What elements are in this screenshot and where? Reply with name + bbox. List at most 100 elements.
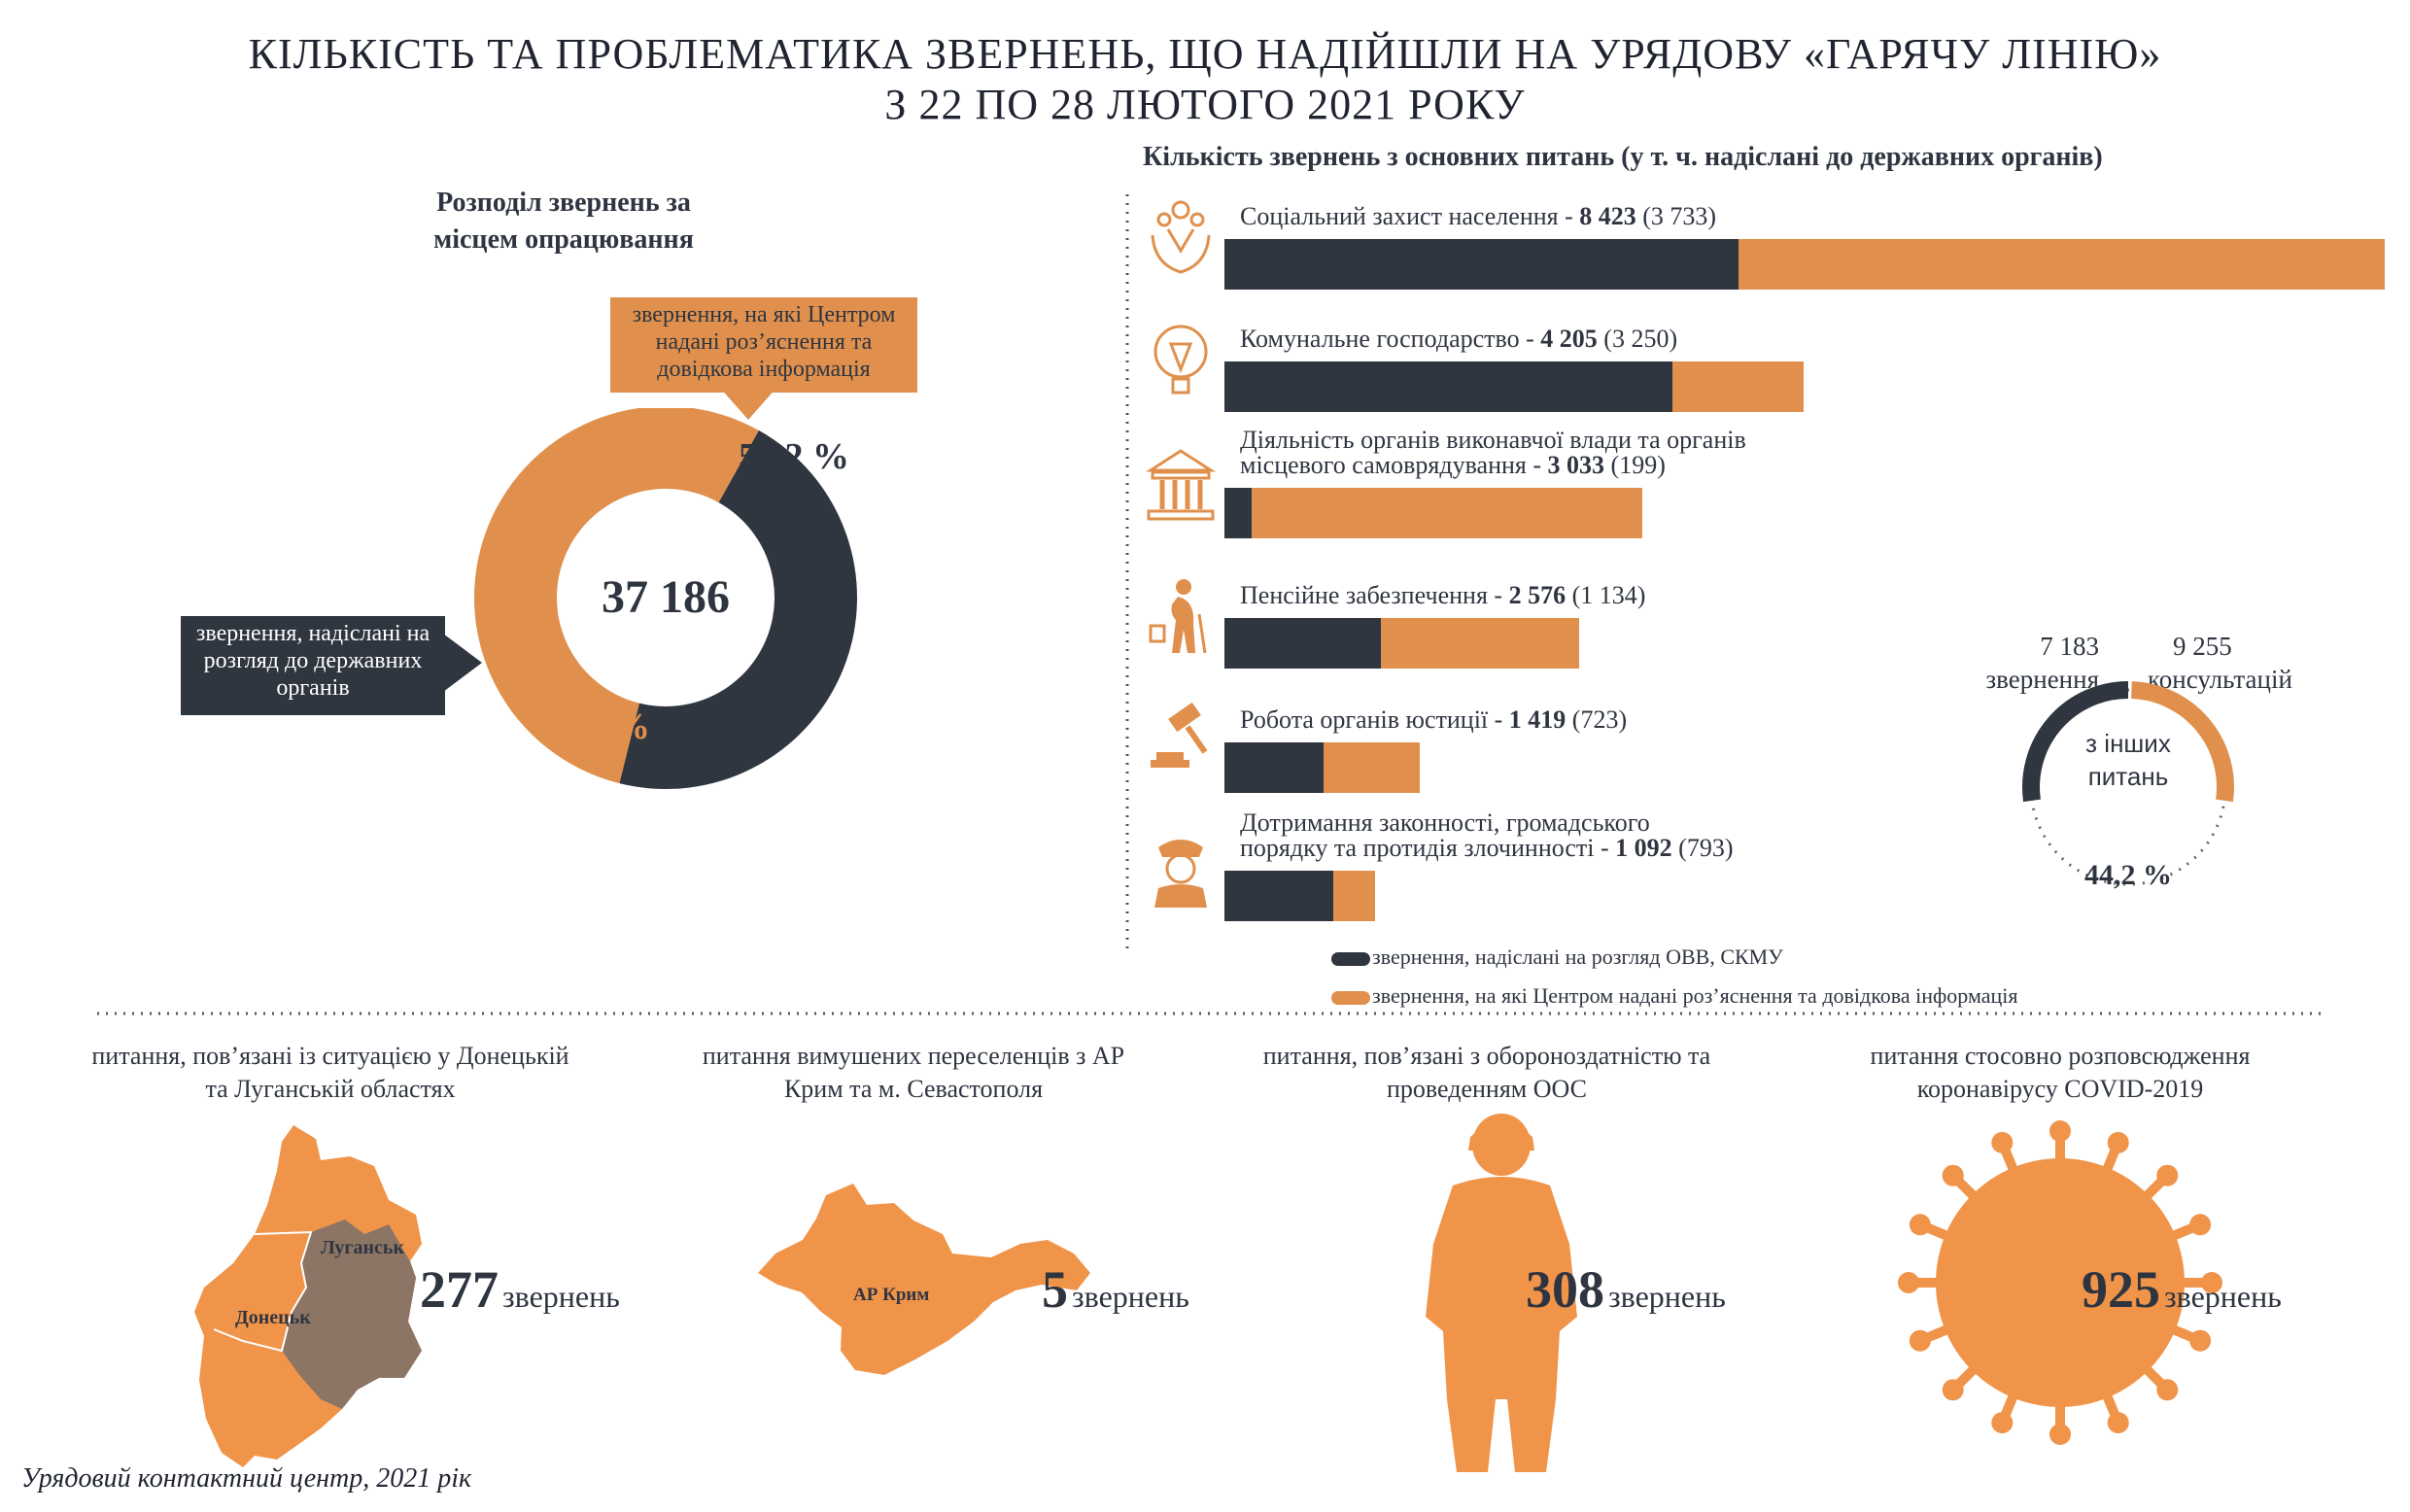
virus-spike-tip-0: [2201, 1272, 2222, 1293]
bar-segment-consult-2: [1252, 488, 1642, 538]
map-label-luhansk: Луганськ: [321, 1237, 404, 1258]
donbas-map-icon: Луганськ Донецьк: [194, 1125, 422, 1467]
bar-label-1: Комунальне господарство - 4 205 (3 250): [1240, 326, 2115, 352]
page-title-line2: З 22 ПО 28 ЛЮТОГО 2021 РОКУ: [884, 81, 1526, 128]
footer-source: Урядовий контактний центр, 2021 рік: [21, 1463, 472, 1494]
lightbulb-icon: [1153, 325, 1208, 395]
virus-spike-5: [1999, 1388, 2020, 1420]
bar-label-category-3: Пенсійне забезпечення -: [1240, 581, 1509, 609]
bar-label-main-3: Пенсійне забезпечення - 2 576 (1 134): [1240, 583, 2115, 608]
donut-chart: 37 186: [474, 408, 857, 789]
legend-label-orange: звернення, на які Центром надані роз’ясн…: [1372, 983, 2018, 1008]
bar-label-5: Дотримання законності, громадського поряд…: [1240, 810, 2115, 861]
map-label-donetsk: Донецьк: [235, 1307, 311, 1328]
other-percent: 44,2 %: [2084, 859, 2172, 891]
bar-label-category-1: Комунальне господарство -: [1240, 325, 1541, 353]
orange-percent: 54,2 %: [739, 436, 849, 477]
crimea-count: 5 звернень: [1042, 1259, 1189, 1320]
crimea-number: 5: [1042, 1260, 1068, 1319]
bar-label-2: Діяльність органів виконавчої влади та о…: [1240, 428, 2115, 478]
bar-segment-sent-0: [1224, 239, 1739, 290]
donut-heading: Розподіл звернень за місцем опрацювання: [321, 185, 807, 258]
legend-label-dark: звернення, надіслані на розгляд ОВВ, СКМ…: [1372, 945, 1783, 969]
bar-chart: Соціальний захист населення - 8 423 (3 7…: [1145, 200, 2385, 921]
donut-segment-dark: [619, 430, 857, 789]
bar-label-main-4: Робота органів юстиції - 1 419 (723): [1240, 707, 2115, 733]
vertical-dotted-divider: [1125, 194, 1129, 952]
bottom-heading-defense: питання, пов’язані з обороноздатністю та…: [1262, 1042, 1711, 1103]
bar-segment-sent-4: [1224, 742, 1325, 793]
bar-label-total-1: 4 205: [1540, 325, 1598, 353]
crimea-word: звернень: [1072, 1279, 1189, 1314]
covid-word: звернень: [2164, 1279, 2282, 1314]
bottom-heading-donbas: питання, пов’язані із ситуацією у Донець…: [91, 1042, 569, 1103]
virus-spike-tip-6: [1942, 1379, 1964, 1401]
virus-spike-tip-11: [1991, 1131, 2014, 1153]
donut-heading-line2: місцем опрацювання: [433, 224, 694, 255]
virus-spike-tip-14: [2156, 1164, 2179, 1186]
other-left-word: звернення: [1985, 665, 2100, 694]
bar-label-main-1: Комунальне господарство - 4 205 (3 250): [1240, 326, 2115, 352]
crimea-map-icon: АР Крим: [758, 1184, 1090, 1375]
bar-segment-consult-5: [1333, 871, 1375, 921]
virus-spike-tip-4: [2049, 1424, 2071, 1445]
bar-segment-consult-1: [1671, 361, 1805, 412]
virus-spike-tip-7: [1909, 1329, 1931, 1352]
donbas-number: 277: [420, 1260, 499, 1319]
bar-segment-consult-3: [1380, 618, 1580, 669]
bar-label-line1-2: Діяльність органів виконавчої влади та о…: [1240, 426, 1746, 454]
donbas-word: звернень: [502, 1279, 620, 1314]
virus-spike-13: [2100, 1146, 2121, 1178]
bar-segment-sent-2: [1224, 488, 1253, 538]
bar-label-4: Робота органів юстиції - 1 419 (723): [1240, 707, 2115, 733]
other-center-label: з інших питань: [2085, 729, 2171, 791]
legend-swatch-dark: [1331, 952, 1370, 966]
horizontal-dotted-divider: [97, 1012, 2323, 1015]
defense-number: 308: [1526, 1260, 1604, 1319]
bar-label-main-0: Соціальний захист населення - 8 423 (3 7…: [1240, 204, 2115, 229]
bar-label-total-5: 1 092: [1615, 834, 1672, 862]
virus-spike-tip-9: [1909, 1214, 1931, 1236]
bar-label-0: Соціальний захист населення - 8 423 (3 7…: [1240, 204, 2115, 229]
virus-spike-tip-15: [2189, 1214, 2212, 1236]
dark-percent: 45,8 %: [539, 706, 650, 747]
bar-label-category-4: Робота органів юстиції -: [1240, 705, 1509, 734]
bar-segment-sent-1: [1224, 361, 1672, 412]
bar-label-sent-3: (1 134): [1566, 581, 1646, 609]
other-right-word: консультацій: [2148, 665, 2292, 694]
virus-spike-tip-5: [1991, 1412, 2014, 1434]
bottom-heading-covid: питання стосовно розповсюдження коронаві…: [1870, 1042, 2251, 1103]
bar-chart-title: Кількість звернень з основних питань (у …: [1143, 142, 2103, 172]
virus-spike-tip-2: [2156, 1379, 2179, 1401]
bar-label-total-0: 8 423: [1579, 202, 1636, 230]
donbas-count: 277 звернень: [420, 1259, 620, 1320]
bar-label-category-2: місцевого самоврядування -: [1240, 451, 1548, 479]
dark-callout-pointer: [443, 634, 482, 692]
dark-callout: звернення, надіслані на розгляд до держа…: [181, 616, 445, 715]
gavel-icon: [1151, 702, 1208, 768]
bar-label-line1-5: Дотримання законності, громадського: [1240, 808, 1650, 837]
virus-spike-3: [2100, 1388, 2121, 1420]
bar-segment-sent-3: [1224, 618, 1381, 669]
other-left-number: 7 183: [2040, 632, 2099, 661]
bar-label-category-5: порядку та протидія злочинності -: [1240, 834, 1616, 862]
bar-segment-consult-4: [1324, 742, 1421, 793]
orange-callout: звернення, на які Центром надані роз’ясн…: [610, 297, 917, 393]
bar-label-main-5: порядку та протидія злочинності - 1 092 …: [1240, 836, 2115, 861]
legend-swatch-orange: [1331, 991, 1370, 1005]
page-title-line1: КІЛЬКІСТЬ ТА ПРОБЛЕМАТИКА ЗВЕРНЕНЬ, ЩО Н…: [248, 30, 2162, 78]
virus-spike-tip-3: [2107, 1412, 2129, 1434]
map-label-crimea: АР Крим: [853, 1285, 929, 1305]
police-officer-icon: [1154, 840, 1207, 908]
other-gauge-dark-arc: [2022, 681, 2129, 803]
soldier-icon: [1426, 1114, 1577, 1472]
bar-label-category-0: Соціальний захист населення -: [1240, 202, 1580, 230]
orange-callout-pointer: [719, 387, 777, 420]
donut-segment-orange: [474, 408, 759, 784]
donut-total: 37 186: [602, 571, 730, 623]
government-building-icon: [1145, 449, 1217, 521]
bar-label-sent-4: (723): [1566, 705, 1628, 734]
bar-label-3: Пенсійне забезпечення - 2 576 (1 134): [1240, 583, 2115, 608]
defense-count: 308 звернень: [1526, 1259, 1726, 1320]
other-left-block: 7 183 звернення: [1905, 630, 2100, 696]
